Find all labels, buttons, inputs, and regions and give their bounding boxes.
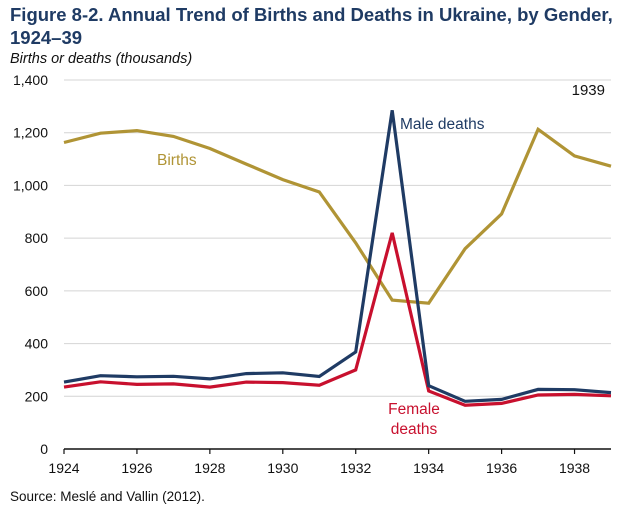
- y-tick-label: 1,200: [13, 125, 48, 141]
- chart-title: Figure 8-2. Annual Trend of Births and D…: [10, 4, 613, 48]
- y-tick-label: 1,400: [13, 72, 48, 88]
- x-tick-label: 1936: [486, 460, 517, 476]
- axes: 0 200 400 600 800 1,000 1,200 1,400 1924 1926 1928…: [13, 72, 611, 476]
- x-tick-label: 1930: [267, 460, 298, 476]
- series-label-births: Births: [157, 152, 197, 169]
- series-line-male-deaths: [63, 110, 612, 403]
- y-tick-label: 200: [25, 388, 49, 404]
- series-label-female-deaths: Female: [388, 401, 440, 418]
- series-line-births: [63, 126, 612, 305]
- y-tick-label: 600: [25, 283, 49, 299]
- y-axis-label: Births or deaths (thousands): [10, 51, 193, 67]
- y-tick-label: 1,000: [13, 177, 48, 193]
- source-note: Source: Meslé and Vallin (2012).: [10, 489, 205, 504]
- gridlines: [64, 79, 611, 397]
- series-lines: [63, 110, 612, 407]
- series-label-female-deaths: deaths: [391, 421, 438, 438]
- x-tick-label: 1938: [559, 460, 590, 476]
- y-tick-label: 400: [25, 336, 49, 352]
- annotation-1939: 1939: [572, 82, 605, 99]
- x-tick-label: 1928: [194, 460, 225, 476]
- series-labels: Births Male deaths Female deaths 1939: [157, 82, 605, 438]
- x-tick-label: 1934: [413, 460, 444, 476]
- series-label-male-deaths: Male deaths: [400, 116, 485, 133]
- x-tick-label: 1924: [48, 460, 79, 476]
- series-line-female-deaths: [63, 232, 612, 407]
- y-tick-label: 0: [40, 441, 48, 457]
- x-tick-label: 1926: [121, 460, 152, 476]
- y-tick-label: 800: [25, 230, 49, 246]
- x-tick-label: 1932: [340, 460, 371, 476]
